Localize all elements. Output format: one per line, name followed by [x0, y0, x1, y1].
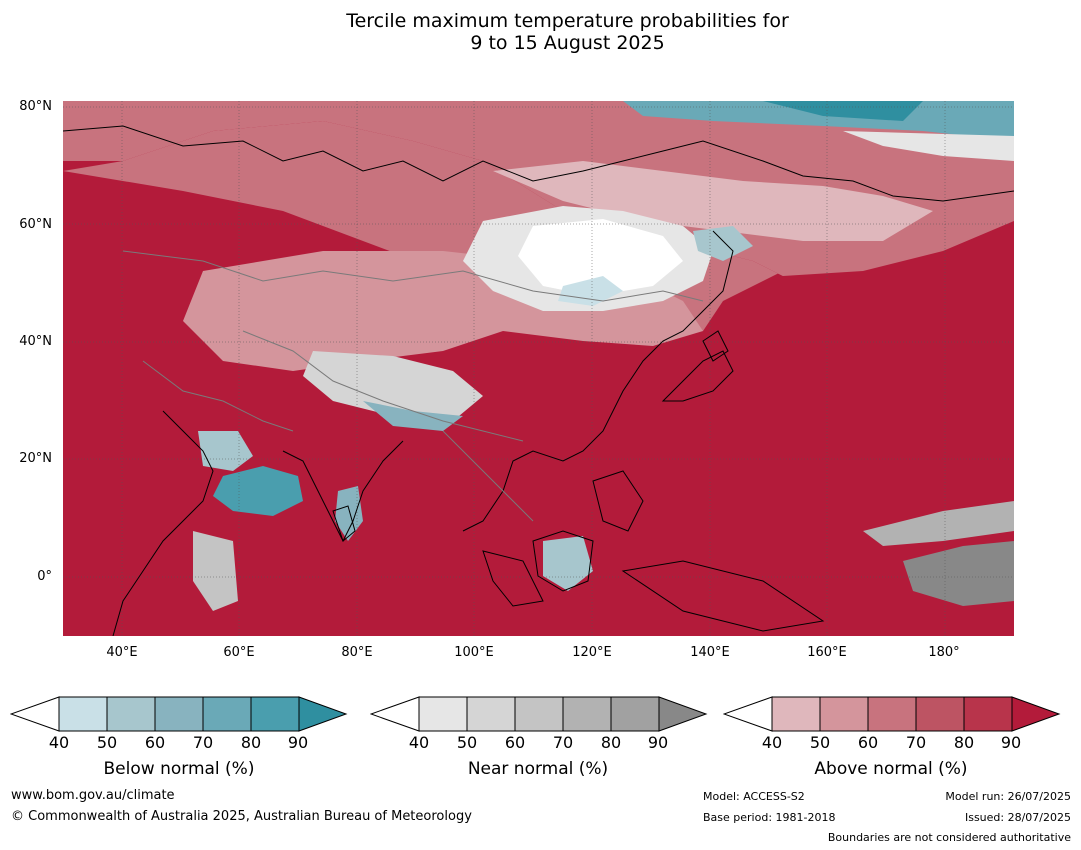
footer-website: www.bom.gov.au/climate [11, 788, 175, 803]
lon-label-100e: 100°E [454, 645, 494, 660]
region-tibet-near [303, 351, 483, 421]
cbar-above-tick-60: 60 [857, 733, 879, 752]
lon-label-80e: 80°E [341, 645, 373, 660]
title-line-2: 9 to 15 August 2025 [470, 32, 665, 54]
colorbar-near [370, 696, 708, 732]
cbar-below-tick-70: 70 [192, 733, 214, 752]
map-canvas [63, 101, 1014, 636]
footer-model: Model: ACCESS-S2 [703, 790, 805, 803]
cbar-near-tick-50: 50 [456, 733, 478, 752]
lat-label-40n: 40°N [19, 334, 52, 349]
cbar-below-title: Below normal (%) [103, 759, 255, 779]
footer-model-run: Model run: 26/07/2025 [945, 790, 1071, 803]
cbar-near-tick-60: 60 [504, 733, 526, 752]
region-pacific-near2 [903, 541, 1014, 606]
cbar-near-title: Near normal (%) [467, 759, 609, 779]
lat-label-60n: 60°N [19, 217, 52, 232]
title-line-1: Tercile maximum temperature probabilitie… [346, 10, 789, 32]
cbar-above-tick-80: 80 [953, 733, 975, 752]
region-indian-ocean-near [193, 531, 238, 611]
region-below-mongolia [558, 276, 623, 306]
cbar-above-tick-70: 70 [905, 733, 927, 752]
cbar-below-tick-80: 80 [240, 733, 262, 752]
region-okhotsk-below [693, 226, 753, 261]
cbar-near-tick-90: 90 [647, 733, 669, 752]
region-near-lowest [518, 219, 683, 296]
region-bay-below [335, 486, 363, 541]
cbar-above-title: Above normal (%) [814, 759, 968, 779]
region-himalaya-below [363, 401, 463, 431]
coastlines [63, 125, 1014, 636]
borders [122, 250, 704, 522]
map-title: Tercile maximum temperature probabilitie… [0, 10, 1081, 54]
cbar-below-tick-40: 40 [48, 733, 70, 752]
lon-label-60e: 60°E [223, 645, 255, 660]
cbar-above-tick-90: 90 [1000, 733, 1022, 752]
cbar-near-tick-40: 40 [408, 733, 430, 752]
colorbar-above [723, 696, 1061, 732]
lat-label-20n: 20°N [19, 451, 52, 466]
probability-map [63, 101, 1014, 636]
cbar-below-tick-50: 50 [96, 733, 118, 752]
cbar-near-tick-70: 70 [552, 733, 574, 752]
lon-label-120e: 120°E [572, 645, 612, 660]
lon-label-40e: 40°E [106, 645, 138, 660]
cbar-above-tick-50: 50 [809, 733, 831, 752]
region-arabian-sea-below [213, 466, 303, 516]
footer-copyright: © Commonwealth of Australia 2025, Austra… [11, 809, 472, 824]
colorbar-below [10, 696, 348, 732]
footer-base-period: Base period: 1981-2018 [703, 811, 836, 824]
cbar-near-tick-80: 80 [600, 733, 622, 752]
cbar-below-tick-60: 60 [144, 733, 166, 752]
region-pacific-near1 [863, 501, 1014, 546]
lat-label-80n: 80°N [19, 99, 52, 114]
cbar-below-tick-90: 90 [287, 733, 309, 752]
region-arctic-near [843, 131, 1014, 161]
region-arctic-below [623, 101, 1014, 141]
graticule [63, 101, 1014, 636]
lon-label-160e: 160°E [807, 645, 847, 660]
cbar-above-tick-40: 40 [761, 733, 783, 752]
footer-disclaimer: Boundaries are not considered authoritat… [827, 831, 1071, 844]
lat-label-0: 0° [37, 569, 52, 584]
lon-label-180: 180° [928, 645, 960, 660]
footer-issued: Issued: 28/07/2025 [964, 811, 1071, 824]
region-above-40 [493, 161, 933, 241]
region-arctic-below-strong [763, 101, 923, 121]
lon-label-140e: 140°E [690, 645, 730, 660]
